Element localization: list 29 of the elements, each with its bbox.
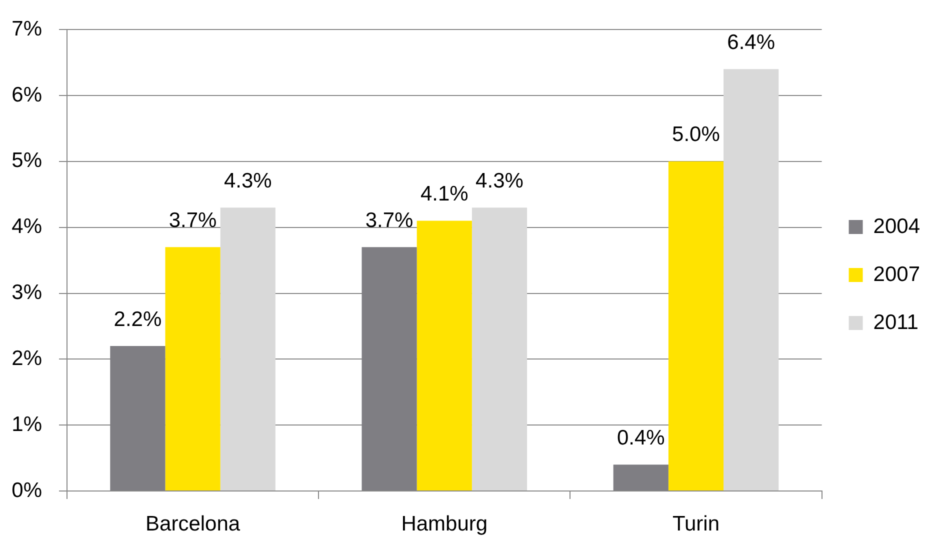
x-tick-label: Turin	[672, 512, 720, 536]
legend-label: 2011	[873, 310, 918, 334]
x-tick-label: Barcelona	[146, 512, 240, 536]
bar	[416, 220, 472, 490]
data-label: 3.7%	[365, 208, 414, 232]
bar	[668, 161, 724, 490]
data-label: 2.2%	[114, 308, 162, 331]
bar	[724, 69, 779, 490]
legend-label: 2007	[873, 262, 920, 286]
y-tick-label: 4%	[12, 215, 42, 238]
legend-label: 2004	[873, 214, 920, 238]
y-tick-label: 5%	[12, 149, 42, 172]
data-label: 4.3%	[224, 169, 272, 192]
data-label: 0.4%	[616, 426, 665, 450]
data-label: 4.3%	[476, 169, 524, 192]
y-tick-label: 1%	[12, 412, 42, 436]
data-label: 3.7%	[168, 208, 217, 232]
y-tick-label: 6%	[12, 83, 42, 106]
bar	[220, 208, 276, 490]
bar	[165, 247, 220, 490]
data-label: 4.1%	[420, 182, 468, 206]
bar	[472, 208, 528, 490]
data-label: 6.4%	[727, 30, 776, 54]
y-tick-label: 2%	[12, 346, 42, 370]
y-tick-label: 7%	[12, 17, 42, 40]
y-tick-label: 0%	[12, 478, 42, 502]
x-tick-label: Hamburg	[401, 512, 488, 536]
data-label: 5.0%	[672, 123, 720, 146]
y-tick-label: 3%	[12, 281, 42, 304]
